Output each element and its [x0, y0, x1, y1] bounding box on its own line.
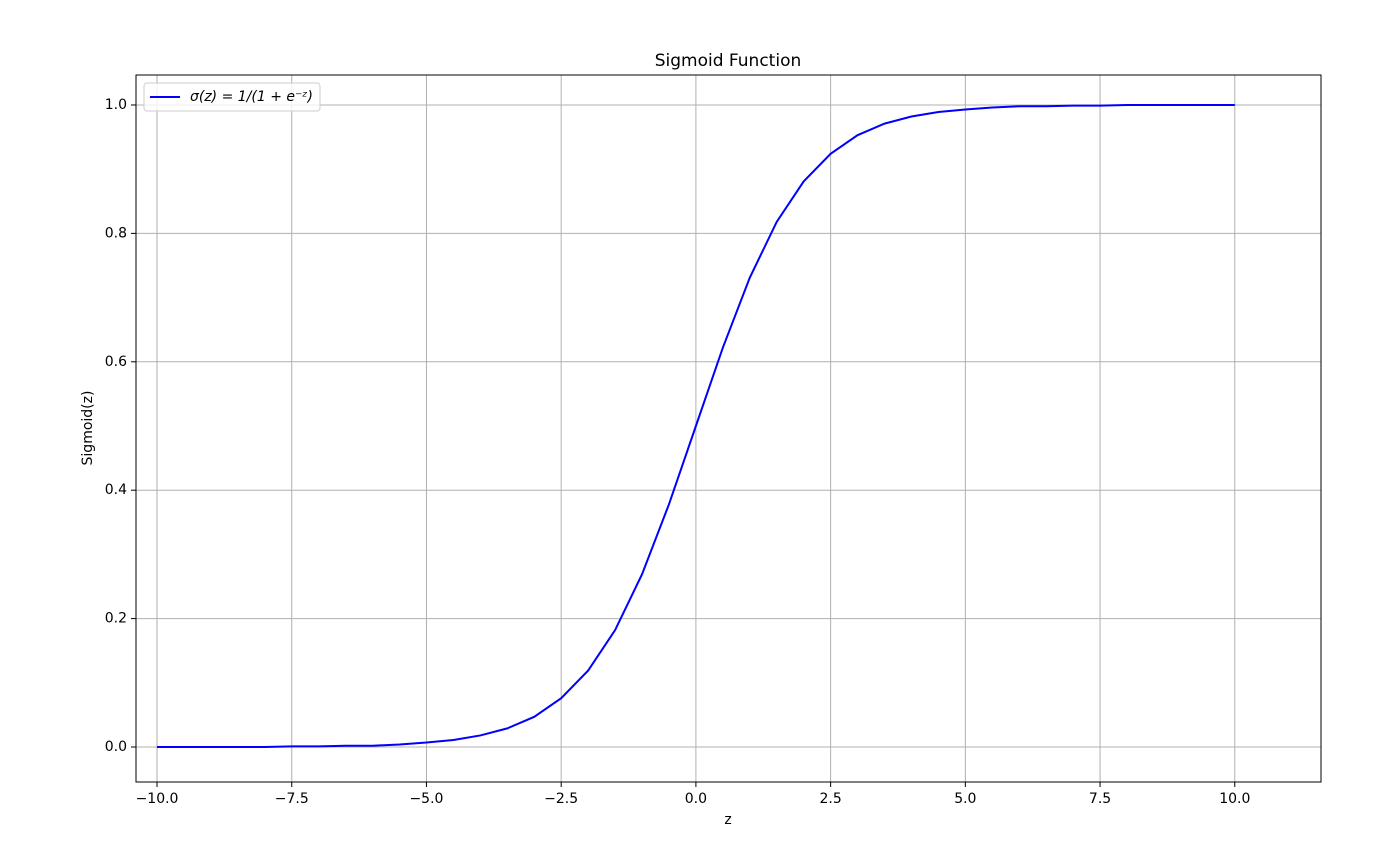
legend-label: σ(z) = 1/(1 + e⁻ᶻ) [190, 89, 313, 105]
x-tick-label: −5.0 [409, 791, 443, 807]
line [157, 103, 1235, 749]
x-tick-label: −10.0 [136, 791, 179, 807]
x-tick-label: 5.0 [954, 791, 976, 807]
x-tick-label: 0.0 [685, 791, 707, 807]
y-axis-label: Sigmoid(z) [80, 391, 96, 466]
chart-title: Sigmoid Function [655, 51, 802, 71]
x-axis-label: z [724, 812, 731, 828]
y-tick-label: 0.2 [105, 611, 127, 627]
x-tick-label: −2.5 [544, 791, 578, 807]
x-tick-label: 2.5 [819, 791, 841, 807]
x-tick-label: 10.0 [1219, 791, 1250, 807]
plot-frame [135, 74, 1322, 783]
x-tick-label: −7.5 [275, 791, 309, 807]
y-tick-label: 1.0 [105, 97, 127, 113]
legend-box [143, 82, 321, 112]
y-tick-label: 0.6 [105, 354, 127, 370]
y-tick-label: 0.4 [105, 482, 127, 498]
y-tick-label: 0.8 [105, 225, 127, 241]
x-tick-label: 7.5 [1089, 791, 1111, 807]
y-tick-label: 0.0 [105, 739, 127, 755]
